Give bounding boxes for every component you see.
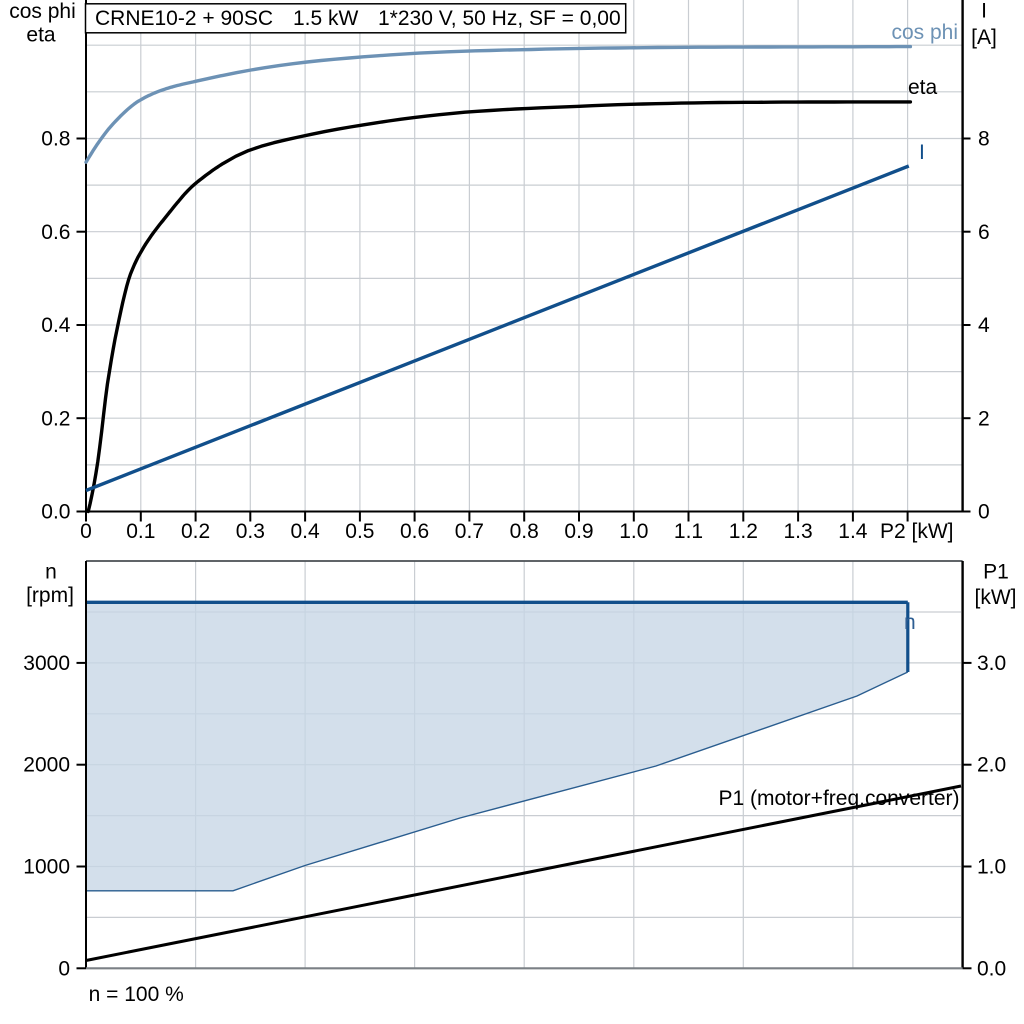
svg-text:0.5: 0.5 xyxy=(345,520,374,543)
svg-text:cos phi: cos phi xyxy=(9,0,76,23)
svg-text:3.0: 3.0 xyxy=(977,652,1006,675)
svg-text:[kW]: [kW] xyxy=(975,586,1017,609)
svg-text:0.8: 0.8 xyxy=(41,128,70,151)
svg-text:0.6: 0.6 xyxy=(400,520,429,543)
svg-text:n: n xyxy=(45,560,57,583)
svg-text:[rpm]: [rpm] xyxy=(26,584,74,607)
svg-text:0.3: 0.3 xyxy=(236,520,265,543)
svg-text:0.6: 0.6 xyxy=(41,221,70,244)
svg-text:CRNE10-2 + 90SC: CRNE10-2 + 90SC xyxy=(95,7,273,30)
svg-text:0: 0 xyxy=(978,501,990,524)
svg-text:0.0: 0.0 xyxy=(977,957,1006,980)
svg-text:8: 8 xyxy=(978,128,990,151)
svg-text:n = 100 %: n = 100 % xyxy=(89,983,184,1006)
svg-text:1*230 V, 50 Hz, SF = 0,00: 1*230 V, 50 Hz, SF = 0,00 xyxy=(378,7,621,30)
svg-text:I: I xyxy=(981,0,987,23)
svg-text:0.4: 0.4 xyxy=(41,314,71,337)
svg-text:0.4: 0.4 xyxy=(290,520,320,543)
svg-text:1.0: 1.0 xyxy=(619,520,648,543)
svg-text:0: 0 xyxy=(58,957,70,980)
svg-text:0.2: 0.2 xyxy=(41,407,70,430)
svg-text:3000: 3000 xyxy=(23,652,70,675)
svg-text:4: 4 xyxy=(978,314,990,337)
svg-text:6: 6 xyxy=(978,221,990,244)
svg-text:0.1: 0.1 xyxy=(126,520,155,543)
svg-text:eta: eta xyxy=(26,24,56,47)
svg-text:0.8: 0.8 xyxy=(510,520,539,543)
svg-text:1000: 1000 xyxy=(23,856,70,879)
svg-text:eta: eta xyxy=(908,76,938,99)
svg-text:I: I xyxy=(919,141,925,164)
svg-text:2.0: 2.0 xyxy=(977,754,1006,777)
svg-text:2: 2 xyxy=(978,407,990,430)
svg-text:P2 [kW]: P2 [kW] xyxy=(880,520,954,543)
svg-text:n: n xyxy=(904,611,916,634)
svg-text:0.2: 0.2 xyxy=(181,520,210,543)
svg-text:[A]: [A] xyxy=(971,26,997,49)
svg-text:1.3: 1.3 xyxy=(783,520,812,543)
svg-text:1.5 kW: 1.5 kW xyxy=(293,7,359,30)
svg-text:0.7: 0.7 xyxy=(455,520,484,543)
svg-text:1.0: 1.0 xyxy=(977,856,1006,879)
svg-text:P1 (motor+freq.converter): P1 (motor+freq.converter) xyxy=(718,787,959,810)
svg-text:0.9: 0.9 xyxy=(564,520,593,543)
svg-text:2000: 2000 xyxy=(23,754,70,777)
svg-text:1.4: 1.4 xyxy=(838,520,868,543)
svg-text:cos phi: cos phi xyxy=(891,21,958,44)
svg-text:0.0: 0.0 xyxy=(41,501,70,524)
svg-text:0: 0 xyxy=(80,520,92,543)
svg-text:1.1: 1.1 xyxy=(674,520,703,543)
svg-text:P1: P1 xyxy=(983,561,1009,584)
svg-text:1.2: 1.2 xyxy=(729,520,758,543)
